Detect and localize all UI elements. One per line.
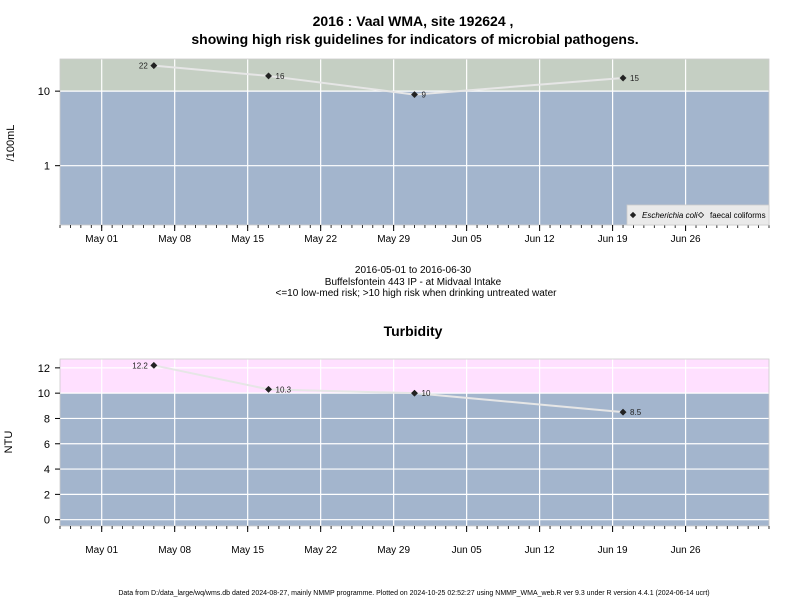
y-axis-label-turbidity: NTU <box>3 431 15 454</box>
x-tick-label: May 29 <box>377 234 410 245</box>
data-label: 8.5 <box>630 408 642 417</box>
subtitle-date-range: 2016-05-01 to 2016-06-30 <box>355 265 472 276</box>
data-point <box>264 385 273 393</box>
x-tick-label: May 08 <box>158 234 191 245</box>
data-label: 10.3 <box>276 385 292 394</box>
band-above-guideline <box>60 359 769 394</box>
x-tick-label: Jun 12 <box>525 545 555 556</box>
y-tick-label: 6 <box>44 439 50 451</box>
y-tick-label: 4 <box>44 464 50 476</box>
data-point <box>619 74 627 82</box>
data-point <box>410 389 419 397</box>
data-label: 12.2 <box>132 361 148 370</box>
legend-marker-open-diamond <box>697 211 705 219</box>
plot-area-turbidity: May 01 May 08 May 15 May 22 May 29 Jun 05 Jun … <box>38 358 770 556</box>
chart-title-micro: 2016 : Vaal WMA, site 192624 , <box>313 13 514 29</box>
y-tick-label: 8 <box>44 413 50 425</box>
series-line <box>153 364 624 414</box>
y-tick-label: 1 <box>44 161 50 173</box>
x-tick-label: May 08 <box>158 545 191 556</box>
data-label: 22 <box>139 62 148 71</box>
data-label: 9 <box>422 91 427 100</box>
chart-title-turbidity: Turbidity <box>384 323 443 339</box>
data-point <box>410 91 419 99</box>
series-line <box>153 64 624 96</box>
x-tick-label: May 22 <box>304 545 337 556</box>
x-tick-label: Jun 05 <box>452 545 482 556</box>
x-tick-label: Jun 26 <box>671 234 701 245</box>
data-point <box>150 361 158 369</box>
x-tick-label: Jun 19 <box>598 234 628 245</box>
band-above-guideline <box>60 59 769 92</box>
x-tick-label: Jun 12 <box>525 234 555 245</box>
x-tick-label: May 22 <box>304 234 337 245</box>
x-tick-label: May 01 <box>85 234 118 245</box>
chart-title-micro-line2: showing high risk guidelines for indicat… <box>191 31 638 47</box>
y-tick-label: 10 <box>38 388 50 400</box>
legend: Escherichia coli faecal coliforms <box>626 204 770 226</box>
y-tick-label: 0 <box>44 515 50 527</box>
y-tick-label: 2 <box>44 489 50 501</box>
x-tick-label: May 29 <box>377 545 410 556</box>
x-tick-label: Jun 05 <box>452 234 482 245</box>
x-tick-label: Jun 19 <box>598 545 628 556</box>
data-point <box>619 408 627 416</box>
subtitle-site: Buffelsfontein 443 IP - at Midvaal Intak… <box>325 277 502 288</box>
x-tick-label: May 15 <box>231 545 264 556</box>
x-tick-label: Jun 26 <box>671 545 701 556</box>
footer-note: Data from D:/data_large/wq/wms.db dated … <box>118 590 709 597</box>
x-tick-label: May 01 <box>85 545 118 556</box>
data-point <box>150 62 158 70</box>
data-label: 10 <box>422 389 431 398</box>
legend-label: Escherichia coli <box>642 211 698 220</box>
y-tick-label: 12 <box>38 363 50 375</box>
plot-area-micro: May 01 May 08 May 15 May 22 May 29 Jun 05 Jun … <box>38 58 770 245</box>
data-point <box>264 72 273 80</box>
legend-label: faecal coliforms <box>710 211 766 220</box>
data-label: 16 <box>276 72 285 81</box>
y-axis-label-micro: /100mL <box>5 125 17 162</box>
data-label: 15 <box>630 74 639 83</box>
legend-marker-filled-diamond <box>629 211 637 219</box>
y-tick-label: 10 <box>38 86 50 98</box>
x-tick-label: May 15 <box>231 234 264 245</box>
subtitle-risk-note: <=10 low-med risk; >10 high risk when dr… <box>276 288 558 299</box>
